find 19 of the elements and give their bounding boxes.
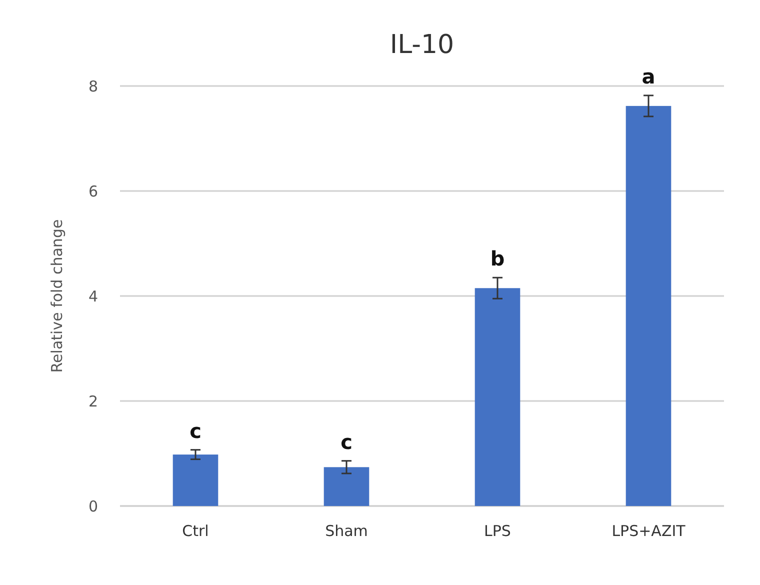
y-tick-label: 4: [88, 287, 98, 306]
bar: [172, 454, 218, 506]
y-tick-label: 0: [88, 497, 98, 516]
x-tick-label: Ctrl: [182, 522, 209, 540]
annotation: b: [490, 246, 505, 271]
bar: [474, 288, 520, 506]
x-tick-label: LPS: [484, 522, 511, 540]
chart-title: IL-10: [390, 30, 454, 60]
x-tick-label: LPS+AZIT: [612, 522, 686, 540]
annotation: a: [642, 64, 656, 88]
annotation: c: [340, 430, 352, 454]
y-axis-title: Relative fold change: [48, 219, 66, 373]
bar: [324, 467, 370, 506]
annotation: c: [190, 418, 202, 443]
y-tick-label: 6: [88, 182, 98, 200]
y-tick-label: 8: [88, 77, 98, 96]
bar: [626, 106, 672, 506]
y-tick-label: 2: [88, 392, 98, 410]
x-tick-label: Sham: [325, 522, 368, 540]
